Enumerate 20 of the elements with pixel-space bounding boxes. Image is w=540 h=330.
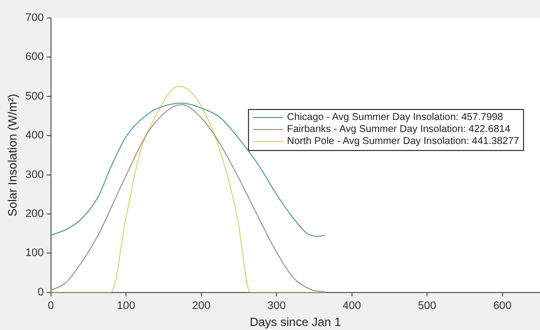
x-tick-label: 600 bbox=[493, 300, 512, 312]
x-axis-title: Days since Jan 1 bbox=[250, 315, 342, 330]
y-tick-label: 400 bbox=[25, 130, 44, 142]
y-tick-label: 0 bbox=[38, 286, 44, 298]
x-tick-label: 0 bbox=[48, 300, 54, 312]
y-tick-label: 200 bbox=[25, 208, 44, 220]
legend-label: Chicago - Avg Summer Day Insolation: 457.7998 bbox=[287, 112, 504, 124]
y-tick-label: 300 bbox=[25, 168, 44, 181]
x-tick-label: 500 bbox=[418, 300, 436, 312]
x-tick-label: 300 bbox=[267, 300, 286, 312]
y-tick-label: 500 bbox=[25, 90, 44, 102]
y-tick-label: 700 bbox=[25, 12, 44, 24]
x-tick-label: 100 bbox=[116, 300, 136, 312]
y-tick-label: 100 bbox=[25, 247, 44, 260]
y-axis-title: Solar Insolation (W/m²) bbox=[6, 94, 20, 217]
x-tick-label: 200 bbox=[192, 300, 210, 312]
x-tick-label: 400 bbox=[342, 300, 362, 312]
legend-label: Fairbanks - Avg Summer Day Insolation: 422.6814 bbox=[287, 124, 510, 136]
legend-label: North Pole - Avg Summer Day Insolation: 441.38277 bbox=[287, 136, 520, 148]
y-tick-label: 600 bbox=[25, 51, 44, 64]
